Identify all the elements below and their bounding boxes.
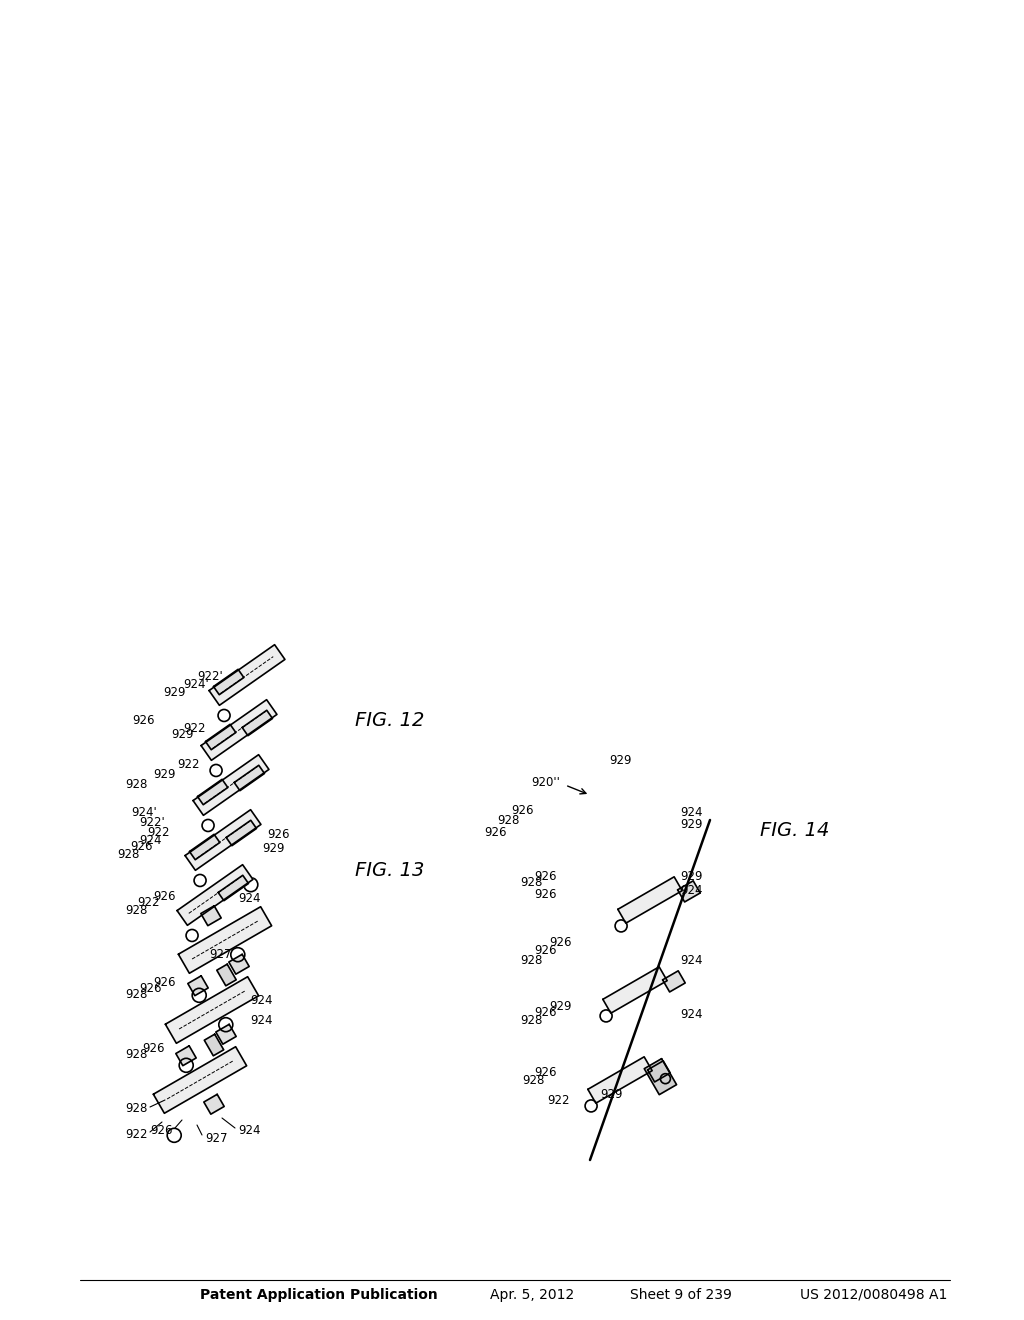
Text: 924: 924 (238, 1123, 260, 1137)
Text: 926: 926 (130, 841, 153, 854)
Polygon shape (187, 975, 208, 995)
Polygon shape (201, 906, 221, 925)
Text: 929: 929 (608, 754, 631, 767)
Text: 929: 929 (164, 686, 186, 700)
Text: 929: 929 (154, 768, 176, 781)
Text: 928: 928 (126, 989, 148, 1002)
Text: 929: 929 (600, 1089, 623, 1101)
Text: 922: 922 (177, 759, 200, 771)
Text: 926: 926 (267, 829, 290, 842)
Text: 928: 928 (522, 1073, 545, 1086)
Text: FIG. 13: FIG. 13 (355, 861, 424, 879)
Text: 924': 924' (131, 807, 157, 820)
Polygon shape (647, 1061, 670, 1082)
Polygon shape (178, 907, 271, 973)
Text: 922: 922 (183, 722, 206, 734)
Polygon shape (176, 1045, 197, 1065)
Text: Sheet 9 of 239: Sheet 9 of 239 (630, 1288, 732, 1302)
Text: 922: 922 (147, 825, 170, 838)
Text: 928: 928 (126, 903, 148, 916)
Polygon shape (603, 966, 668, 1014)
Text: 928: 928 (520, 876, 543, 890)
Polygon shape (177, 865, 253, 925)
Polygon shape (205, 1034, 223, 1056)
Text: 926: 926 (151, 1123, 173, 1137)
Polygon shape (154, 1047, 247, 1113)
Text: 928: 928 (126, 1101, 148, 1114)
Text: 929: 929 (262, 842, 285, 854)
Text: 924: 924 (680, 1008, 702, 1022)
Text: 929: 929 (680, 870, 702, 883)
Polygon shape (204, 1094, 224, 1114)
Text: 920'': 920'' (531, 776, 560, 789)
Polygon shape (216, 1024, 237, 1044)
Text: 922': 922' (198, 671, 223, 684)
Text: 922: 922 (126, 1129, 148, 1142)
Text: 926: 926 (484, 825, 507, 838)
Text: 929: 929 (172, 729, 195, 742)
Polygon shape (678, 880, 700, 902)
Text: 928: 928 (520, 1014, 543, 1027)
Text: 928: 928 (498, 813, 520, 826)
Text: 926: 926 (535, 944, 557, 957)
Text: 929: 929 (680, 818, 702, 832)
Text: 926: 926 (139, 982, 162, 994)
Text: FIG. 14: FIG. 14 (760, 821, 829, 840)
Polygon shape (617, 876, 682, 923)
Text: 928: 928 (520, 953, 543, 966)
Text: 926: 926 (142, 1041, 165, 1055)
Text: 926: 926 (154, 975, 176, 989)
Text: 926: 926 (512, 804, 534, 817)
Text: 924: 924 (680, 883, 702, 896)
Text: 924: 924 (250, 1014, 272, 1027)
Polygon shape (214, 669, 244, 694)
Polygon shape (663, 970, 685, 991)
Polygon shape (201, 700, 276, 760)
Text: 926: 926 (535, 1006, 557, 1019)
Polygon shape (226, 820, 256, 846)
Text: 927: 927 (209, 949, 231, 961)
Text: 926: 926 (535, 870, 557, 883)
Polygon shape (243, 710, 272, 735)
Text: 922': 922' (139, 817, 165, 829)
Text: 924: 924 (680, 807, 702, 820)
Polygon shape (189, 834, 220, 859)
Polygon shape (194, 755, 269, 816)
Text: 928: 928 (126, 1048, 148, 1061)
Polygon shape (218, 875, 249, 900)
Text: US 2012/0080498 A1: US 2012/0080498 A1 (800, 1288, 947, 1302)
Text: FIG. 12: FIG. 12 (355, 710, 424, 730)
Text: 922: 922 (548, 1093, 570, 1106)
Text: 926: 926 (154, 890, 176, 903)
Polygon shape (234, 766, 264, 791)
Polygon shape (588, 1057, 652, 1104)
Text: 927: 927 (205, 1131, 227, 1144)
Text: 926: 926 (535, 1067, 557, 1080)
Polygon shape (228, 954, 249, 974)
Text: 929: 929 (550, 999, 572, 1012)
Polygon shape (206, 725, 236, 750)
Text: 926: 926 (550, 936, 572, 949)
Polygon shape (217, 964, 237, 986)
Text: Apr. 5, 2012: Apr. 5, 2012 (490, 1288, 574, 1302)
Text: 928: 928 (118, 849, 140, 862)
Text: 926: 926 (132, 714, 155, 726)
Polygon shape (198, 779, 227, 805)
Text: 924: 924 (680, 953, 702, 966)
Polygon shape (644, 1059, 677, 1094)
Text: 924': 924' (183, 678, 209, 692)
Polygon shape (165, 977, 259, 1043)
Text: 924: 924 (139, 833, 162, 846)
Text: 926: 926 (535, 888, 557, 902)
Text: 924: 924 (238, 891, 260, 904)
Polygon shape (209, 644, 285, 705)
Text: 928: 928 (126, 779, 148, 792)
Text: 924: 924 (250, 994, 272, 1006)
Polygon shape (185, 809, 261, 870)
Text: 922: 922 (137, 896, 160, 909)
Text: Patent Application Publication: Patent Application Publication (200, 1288, 437, 1302)
